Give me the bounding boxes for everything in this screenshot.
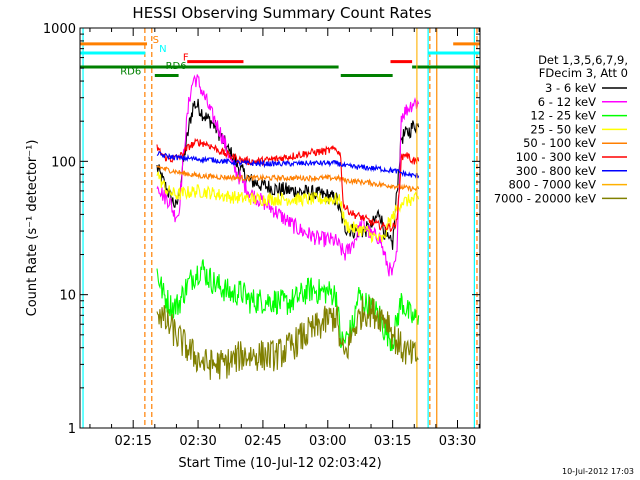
y-tick-label-1: 10	[59, 289, 76, 304]
state-label-2: F	[183, 53, 189, 64]
series-line-12-25-keV	[156, 259, 420, 352]
series-line-7000-20000-keV	[156, 295, 419, 380]
series-line-3-6-keV	[156, 98, 420, 250]
y-tick-label-0: 1	[68, 422, 76, 437]
plot-content	[80, 28, 480, 428]
legend-label-6: 300 - 800 keV	[516, 164, 596, 178]
x-axis-label: Start Time (10-Jul-12 02:03:42)	[178, 456, 381, 471]
series-line-100-300-keV	[156, 137, 420, 233]
legend-label-3: 25 - 50 keV	[530, 122, 596, 136]
x-tick-label-4: 03:15	[374, 434, 411, 449]
generated-timestamp: 10-Jul-2012 17:03	[562, 467, 634, 476]
plot-frame	[79, 27, 481, 429]
x-tick-label-2: 02:45	[244, 434, 281, 449]
series-line-50-100-keV	[156, 165, 420, 192]
axes: 1 10 100 1000 02:15 02:30 02:45 03:00 03:15 03:30	[43, 22, 481, 449]
chart-title: HESSI Observing Summary Count Rates	[132, 4, 431, 22]
state-label-0: S	[153, 35, 159, 46]
series-line-300-800-keV	[156, 150, 420, 179]
y-tick-label-2: 100	[51, 155, 76, 170]
x-tick-label-0: 02:15	[114, 434, 151, 449]
legend-label-4: 50 - 100 keV	[523, 136, 596, 150]
legend-header-0: Det 1,3,5,6,7,9,	[538, 53, 628, 67]
legend: Det 1,3,5,6,7,9,FDecim 3, Att 03 - 6 keV…	[494, 53, 628, 205]
x-tick-label-5: 03:30	[439, 434, 476, 449]
legend-header-1: FDecim 3, Att 0	[539, 66, 628, 80]
y-tick-label-3: 1000	[43, 22, 76, 37]
x-tick-label-1: 02:30	[179, 434, 216, 449]
series-line-6-12-keV	[156, 74, 420, 277]
legend-label-0: 3 - 6 keV	[545, 81, 596, 95]
x-tick-label-3: 03:00	[309, 434, 346, 449]
y-axis-label: Count Rate (s⁻¹ detector⁻¹)	[25, 140, 40, 317]
legend-label-7: 800 - 7000 keV	[508, 178, 596, 192]
legend-label-5: 100 - 300 keV	[516, 150, 596, 164]
state-label-3: RD6	[166, 61, 187, 72]
legend-label-8: 7000 - 20000 keV	[494, 191, 596, 205]
state-label-4: RD6	[120, 67, 141, 78]
legend-label-1: 6 - 12 keV	[538, 95, 596, 109]
series-line-25-50-keV	[156, 171, 420, 244]
legend-label-2: 12 - 25 keV	[530, 109, 596, 123]
state-label-1: N	[159, 44, 166, 55]
